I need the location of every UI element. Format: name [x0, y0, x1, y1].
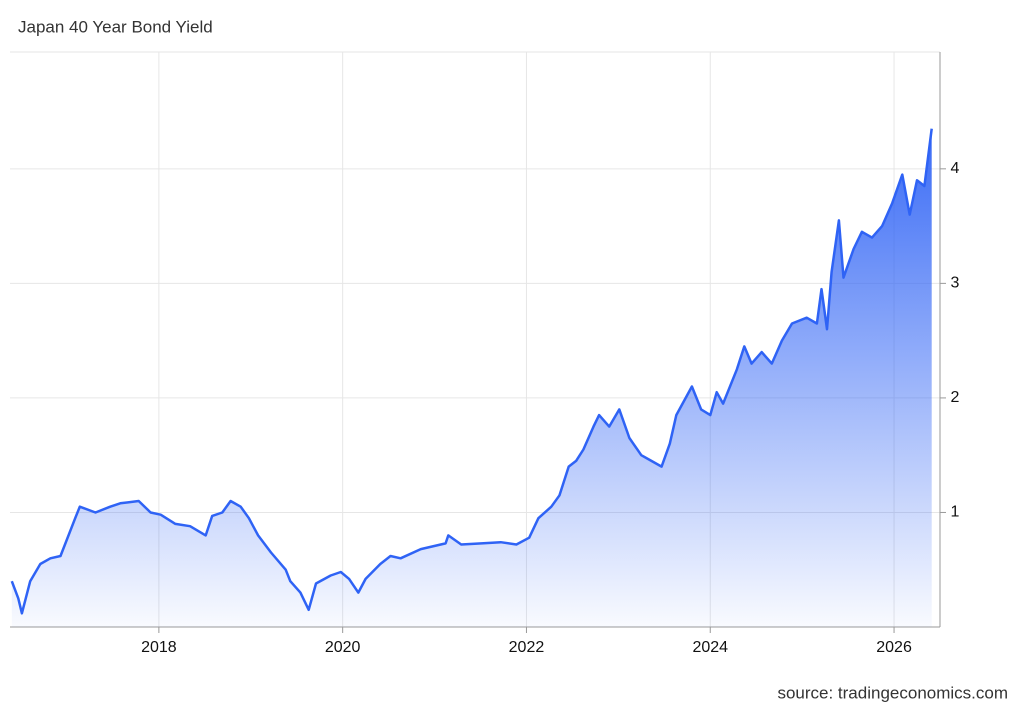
y-tick-label: 2	[951, 389, 960, 406]
line	[10, 128, 933, 615]
x-tick-label: 2022	[509, 639, 545, 656]
chart-title: Japan 40 Year Bond Yield	[18, 17, 213, 36]
x-tick-label: 2024	[692, 639, 728, 656]
y-tick-label: 3	[951, 275, 960, 292]
source: source: tradingeconomics.com	[777, 683, 1008, 702]
area	[11, 128, 932, 627]
x-tick-label: 2020	[325, 639, 361, 656]
x-tick-label: 2026	[876, 639, 912, 656]
y-tick-label: 4	[951, 160, 960, 177]
y-tick-label: 1	[951, 504, 960, 521]
x-tick-label: 2018	[141, 639, 177, 656]
